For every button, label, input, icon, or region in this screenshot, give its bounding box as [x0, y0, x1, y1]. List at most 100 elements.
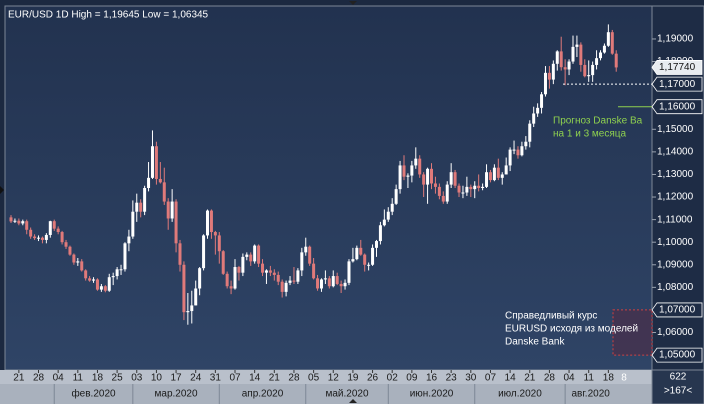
candle-body [316, 278, 320, 289]
x-tick-label: 31 [210, 373, 222, 384]
candle-body [233, 267, 237, 289]
x-tick-label: 28 [544, 373, 556, 384]
candle-body [449, 172, 453, 185]
x-tick-label: 18 [92, 373, 104, 384]
candle-body [52, 221, 56, 229]
candle-body [567, 61, 571, 70]
candle-body [469, 186, 473, 190]
candle-body [536, 107, 540, 114]
y-tick-label: 1,19000 [657, 34, 694, 45]
candle-body [174, 201, 178, 244]
candle-body [147, 177, 151, 188]
candle-body [614, 53, 618, 68]
forecast-text: Прогноз Danske Ba [553, 115, 643, 126]
candle-body [610, 32, 614, 54]
candle-body [563, 67, 567, 70]
candle-body [559, 51, 563, 68]
candle-body [123, 243, 127, 270]
month-label: май.2020 [325, 389, 368, 400]
candle-body [540, 94, 544, 108]
candle-body [496, 167, 500, 178]
price-marker [651, 60, 703, 75]
candle-body [406, 175, 410, 177]
candle-body [426, 168, 430, 185]
x-tick-label: 21 [524, 373, 536, 384]
price-marker-label: 1,16000 [659, 101, 696, 112]
candle-body [182, 264, 186, 313]
month-label: авг.2020 [572, 389, 611, 400]
x-tick-label: 09 [406, 373, 418, 384]
candle-body [367, 264, 371, 266]
candle-body [56, 228, 60, 233]
candle-body [261, 263, 265, 273]
candle-body [595, 58, 599, 65]
bar-offset: >167< [664, 386, 693, 397]
x-tick-label: 14 [505, 373, 517, 384]
candle-body [135, 202, 139, 212]
candle-body [591, 64, 595, 76]
candle-body [351, 259, 355, 262]
y-tick-label: 1,09000 [657, 259, 694, 270]
candle-body [33, 236, 37, 239]
x-tick-label: 11 [584, 373, 595, 384]
candle-body [64, 242, 68, 247]
x-tick-label: 19 [347, 373, 359, 384]
candle-body [606, 32, 610, 46]
candle-body [194, 288, 198, 306]
candle-body [103, 286, 107, 291]
candle-body [390, 203, 394, 212]
month-axis [0, 384, 652, 404]
candle-body [25, 221, 29, 230]
candle-body [602, 45, 606, 53]
candle-body [430, 168, 434, 184]
scroll-marker [0, 186, 4, 194]
candle-body [343, 282, 347, 287]
candle-body [504, 165, 508, 175]
candle-body [68, 246, 72, 255]
x-tick-label: 07 [485, 373, 497, 384]
forecast-text: на 1 и 3 месяца [553, 128, 626, 139]
price-marker-label: 1,17740 [659, 62, 696, 73]
candle-body [213, 232, 217, 236]
candle-body [461, 192, 465, 194]
candle-body [508, 149, 512, 166]
candle-body [551, 63, 555, 80]
bar-count: 622 [670, 372, 687, 383]
candle-body [72, 254, 76, 263]
candle-body [190, 305, 194, 312]
candle-body [410, 165, 414, 176]
bar-marker: 8 [621, 373, 627, 384]
candle-body [268, 270, 272, 273]
candle-body [331, 276, 335, 287]
candle-body [319, 279, 323, 289]
y-tick-label: 1,08000 [657, 282, 694, 293]
y-tick-label: 1,10000 [657, 237, 694, 248]
candle-body [21, 221, 25, 224]
candle-body [481, 186, 485, 188]
candle-body [229, 286, 233, 289]
candle-body [131, 211, 135, 237]
candle-body [524, 141, 528, 147]
candle-body [335, 276, 339, 284]
y-tick-label: 1,14000 [657, 147, 694, 158]
candle-body [378, 225, 382, 242]
candle-body [276, 274, 280, 282]
candle-body [308, 246, 312, 264]
candle-body [300, 252, 304, 271]
candle-body [76, 261, 80, 263]
candle-body [158, 178, 162, 183]
candle-body [60, 232, 64, 243]
candle-body [465, 186, 469, 193]
candle-body [312, 263, 316, 279]
candle-body [206, 210, 209, 236]
fair-value-text: Danske Bank [505, 337, 565, 348]
candle-body [473, 185, 477, 190]
candle-body [107, 277, 111, 291]
candle-body [143, 188, 147, 212]
candle-body [95, 279, 99, 290]
candle-body [453, 172, 457, 186]
x-tick-label: 04 [563, 373, 575, 384]
candle-body [571, 46, 575, 62]
month-label: мар.2020 [155, 389, 198, 400]
